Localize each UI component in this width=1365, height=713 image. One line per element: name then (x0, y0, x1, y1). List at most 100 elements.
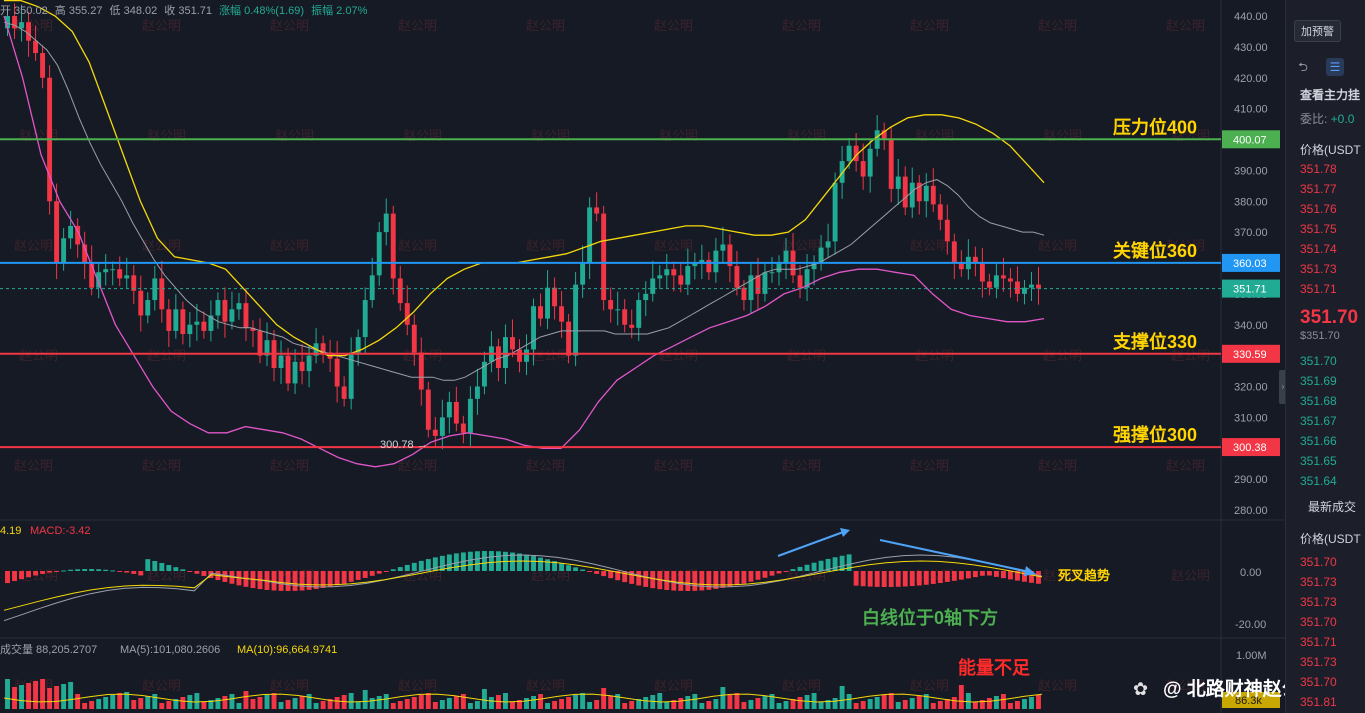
watermark-text: 赵公明 (270, 678, 309, 693)
macd-bar (187, 571, 193, 572)
macd-bar (860, 571, 866, 587)
macd-bar (54, 571, 60, 572)
watermark-text: 赵公明 (142, 678, 181, 693)
view-main-orders-label: 查看主力挂 (1300, 88, 1361, 102)
volume-bar (180, 697, 186, 709)
ohlc-bar: 开 350.02 高 355.27 低 348.02 收 351.71 涨幅 0… (0, 2, 371, 18)
candles-group (5, 3, 1041, 450)
volume-bar (923, 694, 929, 709)
watermark-text: 赵公明 (1166, 238, 1205, 253)
candle-body (762, 272, 768, 294)
macd-bar (390, 569, 396, 571)
volume-bar (517, 700, 522, 709)
boll-lower-line (3, 15, 1045, 468)
candle-body (257, 330, 263, 356)
macd-bar (474, 551, 480, 571)
macd-bar (292, 571, 298, 591)
candle-body (103, 269, 109, 273)
undo-icon[interactable]: ⮌ (1298, 60, 1308, 74)
level-price-tag-text: 400.07 (1233, 134, 1267, 146)
volume-bar (313, 703, 319, 709)
candle-body (692, 263, 698, 267)
candle-body (811, 263, 817, 270)
macd-bar (1022, 571, 1027, 582)
last-price-usd: $351.70 (1300, 330, 1340, 342)
candle-body (369, 275, 375, 301)
price-chart[interactable]: 280.00290.00300.00310.00320.00330.00340.… (0, 0, 1285, 713)
trade-row: 351.70 (1300, 615, 1337, 629)
macd-bar (510, 552, 515, 571)
candle-body (678, 275, 684, 285)
volume-bar (692, 694, 698, 709)
volume-bar (12, 687, 17, 709)
candle-body (853, 145, 859, 162)
watermark-text: 赵公明 (1043, 128, 1082, 143)
macd-tick-label: -20.00 (1235, 619, 1266, 631)
volume-bar (566, 697, 572, 709)
macd-bar (397, 567, 403, 571)
volume-bar (89, 701, 95, 709)
candle-body (432, 429, 438, 436)
volume-bar (1029, 697, 1034, 709)
macd-bar (580, 569, 586, 571)
watermark-text: 赵公明 (910, 458, 949, 473)
macd-bar (481, 551, 487, 571)
volume-bar (902, 700, 908, 709)
volume-bar (545, 703, 551, 709)
candle-body (699, 259, 705, 263)
macd-bar (573, 567, 579, 571)
volume-bar (54, 686, 60, 709)
macd-bar (446, 554, 452, 571)
volume-bar (538, 694, 543, 709)
volume-label: 成交量 88,205.2707 (0, 642, 97, 656)
volume-bar (657, 693, 663, 709)
candle-body (909, 182, 915, 208)
candle-body (951, 241, 957, 263)
macd-bar (285, 571, 291, 591)
watermark-text: 赵公明 (915, 348, 954, 363)
volume-bar (446, 698, 452, 709)
watermark-text: 赵公明 (398, 18, 437, 33)
macd-bar (82, 569, 88, 571)
volume-bar (993, 696, 999, 709)
add-alert-button[interactable]: 加预警 (1294, 20, 1341, 42)
candle-body (636, 300, 642, 328)
macd-bar (832, 557, 838, 571)
candle-body (173, 309, 179, 331)
volume-bar (685, 696, 691, 709)
latest-trades-tab[interactable]: 最新成交 (1308, 500, 1357, 514)
watermark-text: 赵公明 (142, 458, 181, 473)
volume-bar (720, 687, 726, 709)
volume-bar (166, 701, 172, 709)
watermark-text: 赵公明 (398, 678, 437, 693)
watermark-text: 赵公明 (1038, 18, 1077, 33)
macd-bar (888, 571, 894, 587)
volume-bar (587, 702, 593, 709)
macd-bar (895, 571, 901, 587)
current-price-tag-text: 351.71 (1233, 284, 1267, 296)
volume-bar (481, 689, 487, 709)
macd-bar (930, 571, 936, 584)
bid-row: 351.64 (1300, 474, 1337, 488)
macd-bar (944, 571, 950, 582)
macd-bar (594, 571, 600, 574)
macd-bar (348, 571, 354, 582)
orderbook-icon[interactable]: ☰ (1326, 58, 1344, 76)
candle-body (194, 321, 200, 325)
macd-bar (524, 554, 529, 571)
candle-body (559, 306, 565, 322)
macd-bar (96, 569, 102, 571)
volume-bar (257, 697, 263, 709)
ask-row: 351.71 (1300, 282, 1337, 296)
watermark-text: 赵公明 (659, 128, 698, 143)
volume-bar (811, 693, 817, 709)
collapse-panel-handle[interactable]: › (1279, 370, 1287, 404)
candle-body (460, 423, 466, 433)
macd-bar (138, 571, 144, 576)
macd-bar (916, 571, 922, 586)
volume-bar (979, 700, 985, 709)
macd-dif-line (3, 554, 1043, 622)
volume-bar (145, 696, 151, 709)
volume-bar (755, 698, 761, 709)
candle-body (348, 352, 354, 399)
